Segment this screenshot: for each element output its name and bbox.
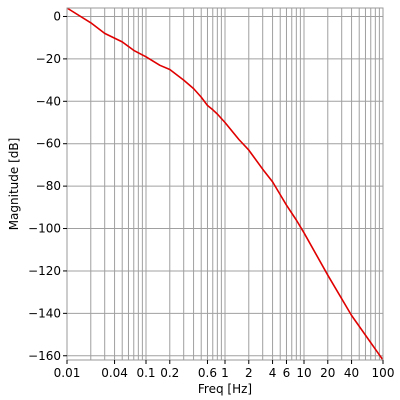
x-axis-ticks: 0.01 0.04 0.1 0.2 0.6 1 2 4 6 10 20 40 100 bbox=[54, 360, 395, 380]
x-tick-label: 0.6 bbox=[198, 366, 217, 380]
grid bbox=[66, 8, 384, 360]
y-tick-label: −80 bbox=[36, 179, 61, 193]
y-tick-label: −160 bbox=[28, 349, 61, 363]
y-tick-label: −140 bbox=[28, 306, 61, 320]
x-tick-label: 1 bbox=[221, 366, 229, 380]
y-tick-label: −60 bbox=[36, 137, 61, 151]
y-tick-label: 0 bbox=[53, 9, 61, 23]
y-axis-title: Magnitude [dB] bbox=[7, 138, 21, 231]
x-tick-label: 2 bbox=[245, 366, 253, 380]
x-tick-label: 40 bbox=[344, 366, 359, 380]
x-tick-label: 0.04 bbox=[101, 366, 128, 380]
series-line-group bbox=[66, 7, 384, 361]
x-tick-label: 0.1 bbox=[136, 366, 155, 380]
y-tick-label: −40 bbox=[36, 94, 61, 108]
y-tick-label: −20 bbox=[36, 52, 61, 66]
x-tick-label: 0.2 bbox=[160, 366, 179, 380]
x-tick-label: 0.01 bbox=[54, 366, 81, 380]
x-tick-label: 4 bbox=[269, 366, 277, 380]
x-tick-label: 100 bbox=[372, 366, 395, 380]
y-tick-label: −100 bbox=[28, 222, 61, 236]
magnitude-series-line bbox=[66, 7, 384, 361]
y-axis-ticks: 0 −20 −40 −60 −80 −100 −120 −140 −160 bbox=[28, 9, 67, 363]
x-tick-label: 20 bbox=[320, 366, 335, 380]
x-tick-label: 6 bbox=[283, 366, 291, 380]
x-axis-title: Freq [Hz] bbox=[198, 382, 252, 396]
y-tick-label: −120 bbox=[28, 264, 61, 278]
x-tick-label: 10 bbox=[296, 366, 311, 380]
